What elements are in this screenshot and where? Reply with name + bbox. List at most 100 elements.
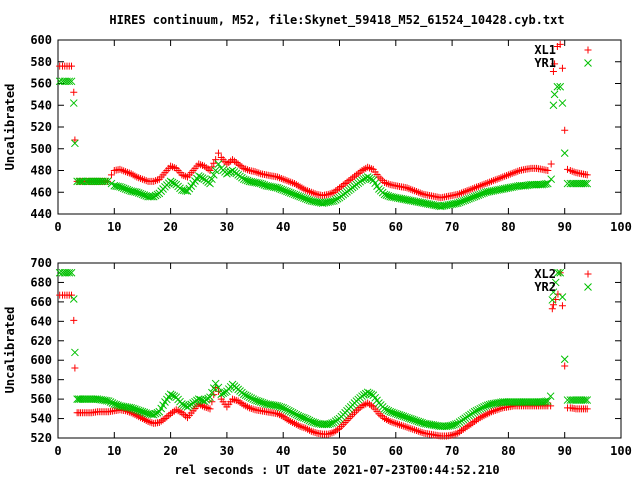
data-point xyxy=(255,169,263,177)
data-point xyxy=(498,398,507,406)
y-tick-label: 520 xyxy=(30,120,52,134)
data-point xyxy=(277,403,286,412)
data-point xyxy=(399,422,407,430)
y-tick-label: 680 xyxy=(30,275,52,289)
data-point xyxy=(365,389,374,398)
data-point xyxy=(217,390,226,399)
data-point xyxy=(579,396,588,404)
data-point xyxy=(67,77,76,86)
data-point xyxy=(397,421,405,429)
data-point xyxy=(84,395,92,403)
data-point xyxy=(349,411,357,419)
data-point xyxy=(409,425,417,433)
data-point xyxy=(384,406,393,415)
data-point xyxy=(87,177,96,186)
legend-label: XL2 xyxy=(534,267,556,281)
data-point xyxy=(284,406,293,415)
y-tick-label: 520 xyxy=(30,431,52,445)
y-tick-label: 600 xyxy=(30,353,52,367)
data-point xyxy=(405,424,413,432)
data-point xyxy=(214,383,223,392)
data-point xyxy=(69,99,78,107)
data-point xyxy=(525,398,533,406)
data-point xyxy=(78,395,87,403)
y-tick-label: 460 xyxy=(30,185,52,199)
data-point xyxy=(331,196,340,204)
data-point xyxy=(166,390,175,399)
x-tick-label: 0 xyxy=(54,444,61,458)
chart-panel-1: 0 10 20 30 40 50 60 70 80 90 100 440 460 480 500 520 540… xyxy=(3,33,632,234)
data-point xyxy=(396,421,404,429)
legend-marker xyxy=(584,46,592,54)
data-point xyxy=(71,139,79,148)
data-point xyxy=(476,404,485,413)
data-point xyxy=(583,405,591,413)
data-point xyxy=(561,362,569,370)
data-point xyxy=(568,179,577,188)
data-point xyxy=(583,396,592,404)
data-point xyxy=(299,414,308,422)
data-point xyxy=(366,164,374,172)
data-point xyxy=(101,177,110,186)
x-tick-label: 0 xyxy=(54,220,61,234)
data-point xyxy=(510,398,518,406)
data-point xyxy=(474,405,483,414)
data-point xyxy=(358,176,366,185)
data-point xyxy=(572,396,580,404)
data-point xyxy=(82,177,91,186)
y-tick-label: 600 xyxy=(30,33,52,47)
data-point xyxy=(103,177,112,186)
data-point xyxy=(80,395,89,403)
data-point xyxy=(581,179,590,188)
data-point xyxy=(343,417,351,424)
data-point xyxy=(530,398,539,406)
data-point xyxy=(480,403,488,411)
x-tick-label: 60 xyxy=(389,444,403,458)
data-point xyxy=(527,180,535,189)
y-tick-label: 620 xyxy=(30,334,52,348)
data-point xyxy=(178,400,186,408)
data-point xyxy=(86,395,94,403)
y-axis-label: Uncalibrated xyxy=(3,307,17,394)
data-point xyxy=(367,165,375,173)
data-point xyxy=(87,395,96,403)
y-tick-label: 560 xyxy=(30,77,52,91)
data-point xyxy=(71,348,79,357)
data-point xyxy=(292,410,301,419)
data-point xyxy=(363,173,372,181)
data-point xyxy=(210,159,218,167)
data-point xyxy=(572,179,580,188)
data-point xyxy=(84,177,92,186)
data-point xyxy=(152,177,160,185)
x-tick-label: 50 xyxy=(332,444,346,458)
data-point xyxy=(436,422,445,431)
data-point xyxy=(245,393,254,402)
x-tick-label: 30 xyxy=(220,444,234,458)
data-point xyxy=(566,396,575,404)
data-point xyxy=(403,423,411,431)
data-point xyxy=(279,404,288,412)
data-point xyxy=(407,425,415,433)
data-point xyxy=(168,178,177,187)
data-point xyxy=(500,398,509,406)
data-point xyxy=(347,413,355,421)
data-point xyxy=(566,179,575,188)
data-point xyxy=(70,316,78,324)
y-tick-label: 660 xyxy=(30,295,52,309)
data-point xyxy=(573,396,582,404)
data-point xyxy=(508,398,517,406)
data-point xyxy=(212,156,220,164)
data-point xyxy=(151,191,160,200)
legend-marker xyxy=(584,59,592,67)
data-point xyxy=(247,394,256,402)
data-point xyxy=(206,393,214,402)
data-point xyxy=(549,68,557,76)
data-point xyxy=(206,405,214,413)
data-point xyxy=(570,168,578,176)
data-point xyxy=(68,62,76,70)
series-YR1 xyxy=(55,77,592,211)
data-point xyxy=(149,192,158,201)
data-point xyxy=(549,301,557,309)
data-point xyxy=(558,302,566,310)
